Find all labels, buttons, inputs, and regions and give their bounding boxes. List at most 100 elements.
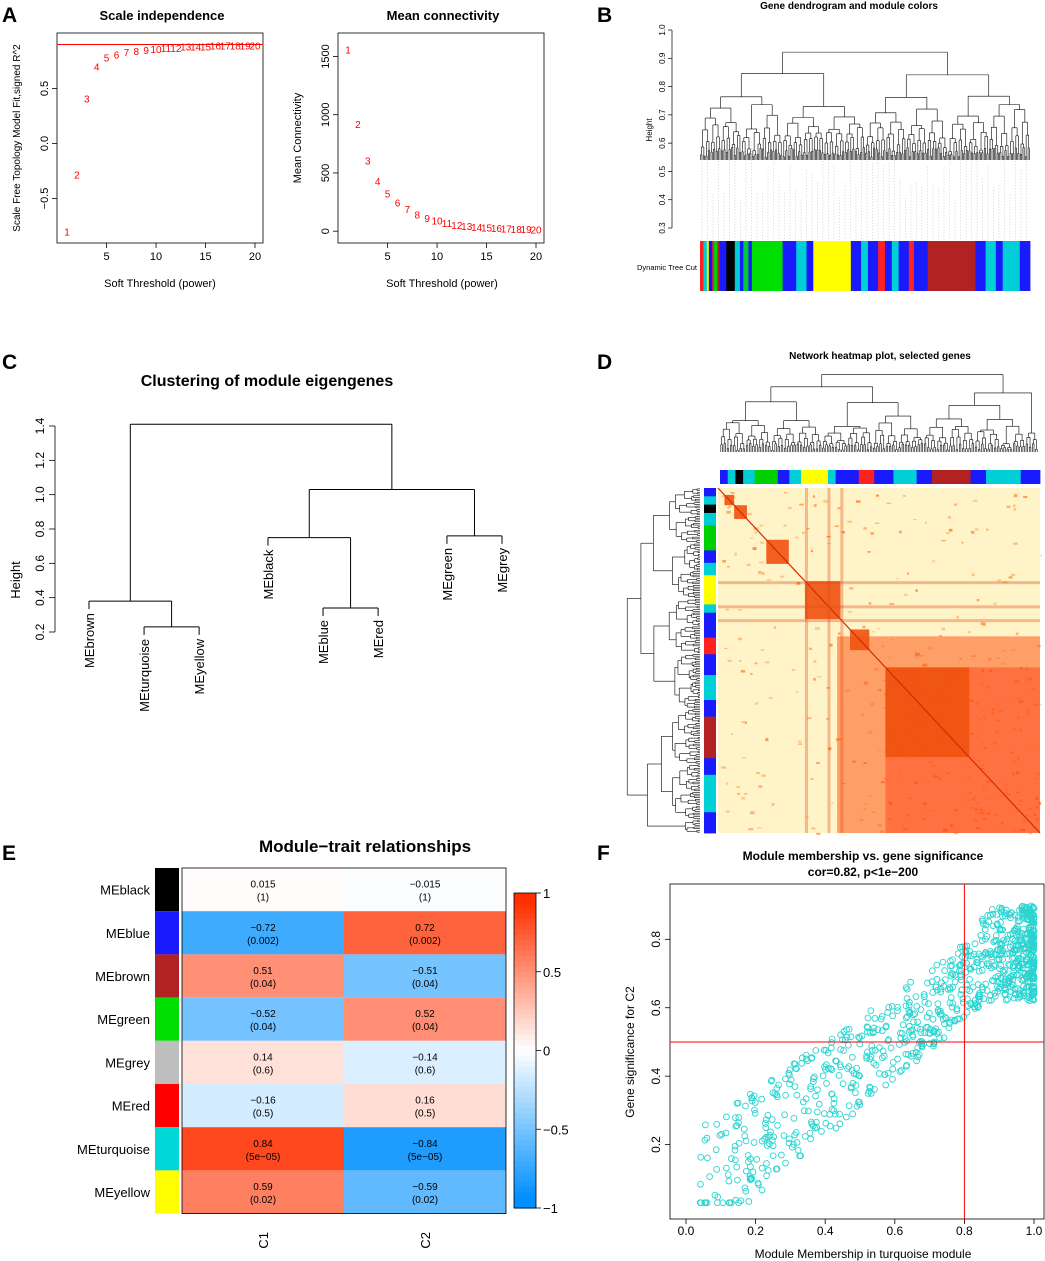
scatter-point [941,967,948,974]
heatmap-cell [731,733,734,735]
module-color-segment [704,758,716,776]
cell-value: −0.59 [412,1182,438,1193]
data-point-label: 16 [491,224,503,235]
legend-gradient-cell [514,1129,536,1136]
scatter-point [813,1108,821,1116]
module-color-meyellow [155,1170,179,1214]
legend-gradient-cell [514,950,536,957]
scatter-point [993,920,1001,928]
heatmap-cell [827,543,831,545]
x-tick-label: 20 [530,251,542,263]
scatter-point [798,1059,806,1067]
scatter-point [921,998,929,1006]
legend-tick-label: 1 [543,886,550,901]
scatter-point [995,985,1003,992]
module-color-segment [704,699,716,718]
scatter-point [807,1083,815,1090]
scatter-point [1012,925,1020,932]
leaf-label-meturquoise: MEturquoise [137,639,152,712]
legend-gradient-cell [514,998,536,1004]
heatmap-cell [826,536,831,538]
scatter-point [997,962,1005,969]
heatmap-cell [738,637,742,641]
row-label-megrey: MEgrey [105,1055,150,1070]
scatter-point [1003,935,1011,943]
legend-gradient-cell [514,1187,536,1193]
scatter-point [1009,976,1017,983]
scatter-point [853,1064,860,1072]
heatmap-cell [182,954,344,998]
scatter-point [1006,943,1014,951]
b-y-label: Height [645,118,654,142]
scatter-point [912,993,920,1000]
leaf-label-meyellow: MEyellow [192,638,207,694]
scatter-point [894,1007,901,1015]
scatter-point [962,948,970,955]
scatter-point [920,991,928,998]
module-color-segment [782,241,797,291]
heatmap-cell [728,506,731,508]
scatter-point [856,1072,863,1080]
leaf-label-megrey: MEgrey [495,547,510,592]
scatter-point [749,1168,757,1176]
data-point-label: 8 [133,47,139,58]
heatmap-cell [760,649,765,651]
heatmap-streak [827,488,831,833]
scatter-point [876,1044,883,1051]
scatter-point [1007,988,1015,996]
x-tick-label: 1.0 [1026,1224,1043,1238]
scatter-point [930,1027,938,1035]
scatter-point [975,1003,982,1010]
module-color-segment [878,241,886,291]
heatmap-cell [743,793,748,795]
scatter-point [1003,950,1011,958]
heatmap-cell [1013,494,1018,498]
scatter-point [864,1024,872,1032]
heatmap-cell [725,810,730,813]
scatter-point [1020,925,1027,933]
heatmap-cell [344,911,506,955]
cell-value: 0.14 [253,1052,273,1063]
scatter-point [913,1003,921,1010]
module-color-segment [850,241,862,291]
heatmap-cell [765,738,769,742]
cell-value: 0.16 [415,1096,435,1107]
legend-gradient-cell [514,1050,536,1057]
scatter-point [974,959,982,967]
scatter-point [1019,911,1026,918]
scatter-point [788,1143,796,1151]
scatter-point [747,1163,754,1170]
scatter-point [978,937,986,945]
scatter-point [1004,995,1011,1003]
module-color-segment [734,241,741,291]
heatmap-cell [814,627,820,630]
scatter-point [786,1080,793,1088]
data-point-label: 18 [511,225,523,236]
scatter-point [1019,961,1027,968]
module-color-segment [717,241,720,291]
scatter-point [1029,903,1037,911]
heatmap-cell [742,757,746,759]
heatmap-cell [730,492,735,494]
legend-gradient-cell [514,1019,536,1025]
scatter-point [1005,975,1013,982]
scatter-point [822,1119,830,1127]
scatter-point [1014,917,1022,925]
scatter-point [836,1110,843,1118]
scatter-point [1021,915,1028,922]
scatter-point [966,976,973,983]
scatter-point [722,1129,730,1137]
legend-gradient-cell [514,1066,536,1073]
heatmap-cell [915,589,918,592]
module-color-segment [704,654,716,676]
legend-gradient-cell [514,908,536,915]
module-color-segment [1020,470,1041,484]
scatter-point [735,1199,742,1207]
scatter-point [843,1026,850,1033]
heatmap-cell [828,747,832,751]
heatmap-cell [809,547,813,549]
legend-gradient-cell [514,1108,536,1115]
heatmap-cell [182,1170,344,1214]
scatter-point [785,1135,793,1143]
scatter-point [742,1167,750,1175]
